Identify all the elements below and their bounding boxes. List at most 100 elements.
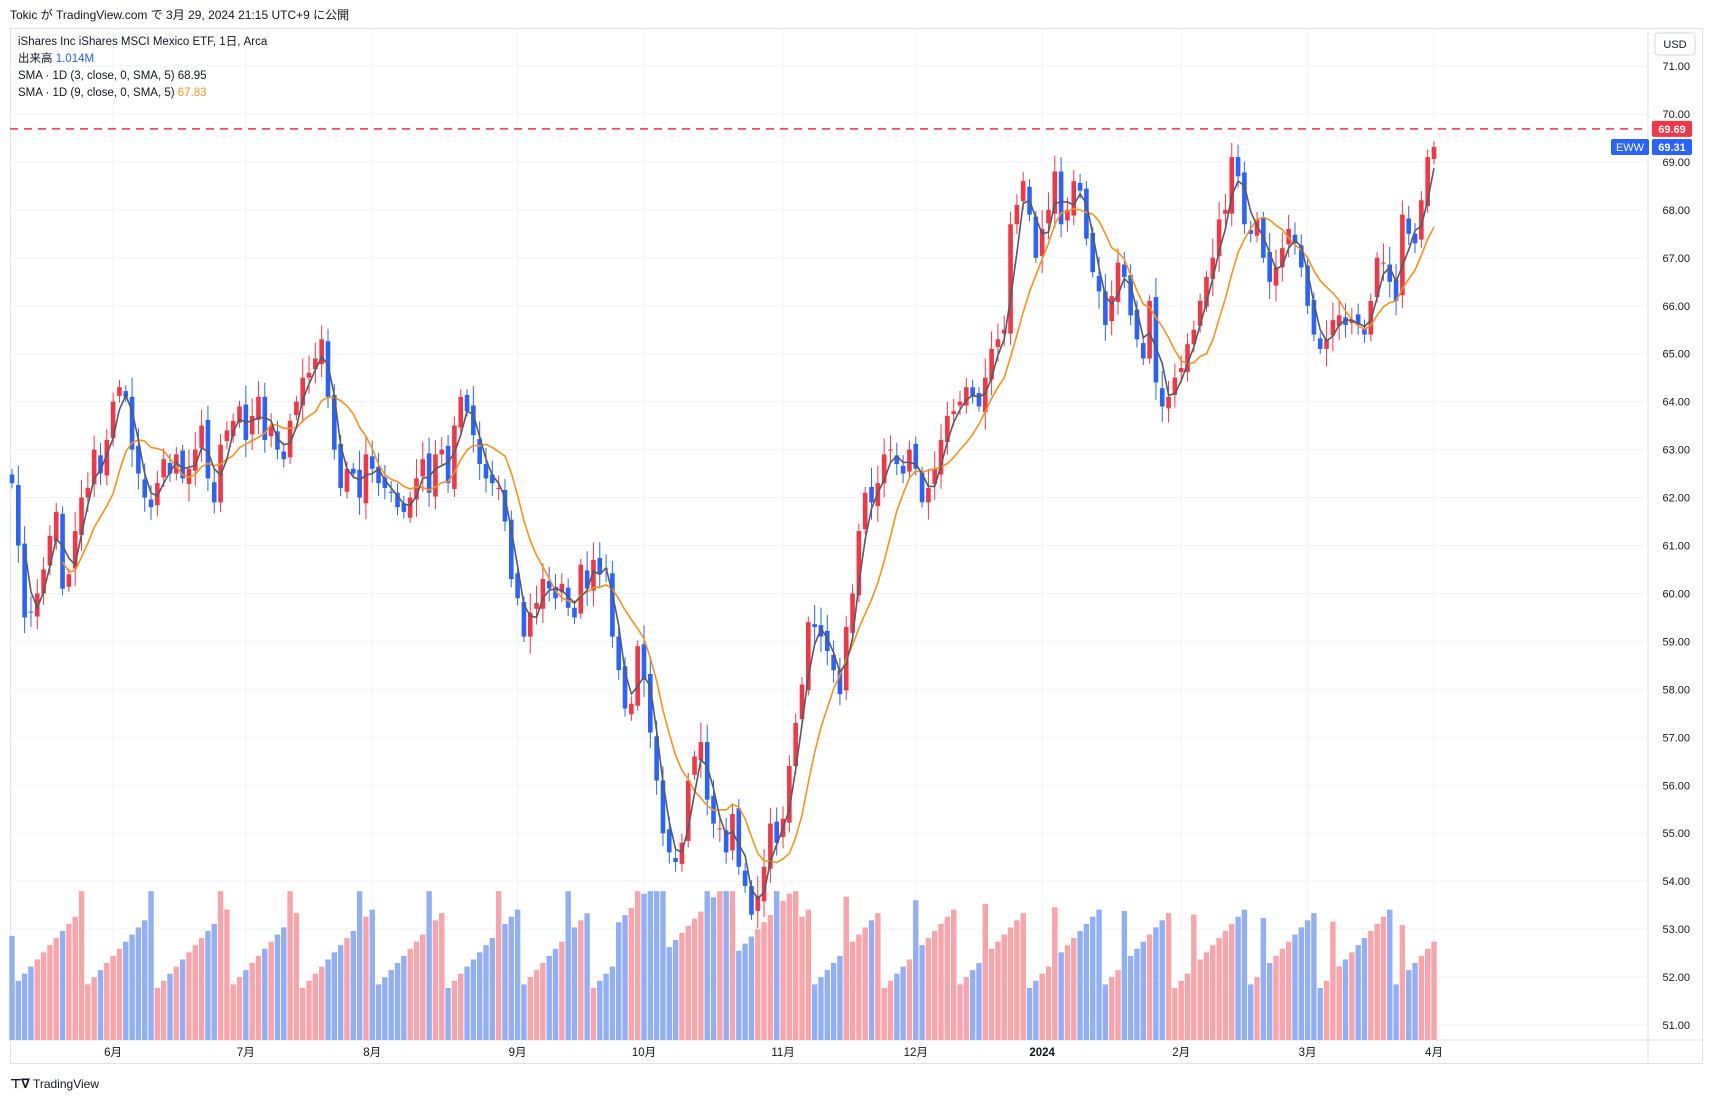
candle-body (458, 396, 464, 428)
candle-body (913, 443, 919, 469)
candle-body (1147, 300, 1152, 359)
volume-bar (1159, 920, 1165, 1040)
volume-bar (799, 916, 805, 1040)
footer-brand[interactable]: TradingView (32, 1077, 99, 1091)
candle-body (300, 377, 306, 406)
volume-bar (1431, 941, 1437, 1040)
candle-body (420, 459, 426, 477)
candle-body (338, 443, 343, 488)
candle-body (445, 445, 451, 484)
volume-bar (1127, 955, 1134, 1040)
volume-bar (1216, 938, 1222, 1040)
candle-body (1419, 200, 1424, 240)
candle-body (1172, 377, 1178, 395)
candle-body (1406, 218, 1412, 234)
volume-bar (1140, 941, 1146, 1040)
ticker-badge (1611, 139, 1649, 156)
volume-bar (672, 940, 679, 1040)
candle-body (471, 405, 476, 436)
legend-sma9-row: SMA · 1D (9, close, 0, SMA, 5) 67.83 (18, 85, 267, 102)
tradingview-logo-icon[interactable]: ⊤∇ (10, 1076, 30, 1091)
volume-bar (584, 913, 590, 1040)
candle-body (1020, 181, 1026, 202)
candle-body (1242, 172, 1247, 225)
high-price-label: 69.69 (1658, 124, 1686, 136)
candle-body (1071, 181, 1077, 216)
candle-body (1197, 300, 1203, 326)
volume-bar (28, 966, 34, 1040)
volume-bar (230, 984, 236, 1040)
candle-body (205, 419, 211, 479)
candle-body (1153, 297, 1159, 383)
volume-bar (995, 941, 1001, 1040)
volume-bar (40, 952, 47, 1040)
volume-bar (578, 920, 584, 1040)
candle-body (629, 703, 634, 715)
candle-body (1267, 252, 1272, 282)
price-tick-label: 62.00 (1662, 493, 1690, 505)
volume-bar (293, 913, 300, 1040)
sma3-label[interactable]: SMA · 1D (3, close, 0, SMA, 5) (18, 70, 175, 82)
volume-bar (1203, 952, 1210, 1040)
candle-body (1210, 257, 1216, 279)
candle-body (414, 478, 419, 500)
candle-body (426, 453, 432, 493)
volume-bar (1418, 955, 1425, 1040)
time-tick-label: 4月 (1425, 1047, 1443, 1059)
volume-bar (66, 923, 72, 1040)
high-price-badge (1652, 120, 1692, 137)
volume-bar (1361, 938, 1368, 1040)
candle-body (837, 670, 843, 695)
candle-body (319, 339, 324, 365)
volume-bar (767, 915, 774, 1040)
candle-body (1122, 264, 1127, 277)
time-tick-label: 12月 (904, 1047, 928, 1059)
candle-body (332, 394, 337, 450)
volume-bar (837, 955, 843, 1040)
volume-bar (1102, 984, 1109, 1040)
price-tick-label: 66.00 (1662, 301, 1690, 313)
published-note: Tokic が TradingView.com で 3月 29, 2024 21… (10, 8, 350, 22)
volume-label[interactable]: 出来高 (18, 53, 53, 65)
volume-bar (110, 955, 116, 1040)
volume-bar (331, 952, 338, 1040)
candle-body (1317, 338, 1323, 349)
candle-body (527, 612, 533, 637)
volume-bar (736, 950, 742, 1040)
candle-body (211, 482, 217, 503)
candle-body (281, 451, 287, 460)
volume-bar (786, 893, 793, 1040)
volume-bar (603, 973, 609, 1040)
candle-body (1280, 248, 1285, 268)
volume-bar (1349, 952, 1355, 1040)
candle-body (1014, 205, 1020, 225)
candle-body (34, 593, 40, 617)
symbol-title[interactable]: iShares Inc iShares MSCI Mexico ETF, 1日,… (18, 36, 268, 48)
volume-bar (1165, 913, 1172, 1040)
volume-bar (597, 980, 603, 1040)
volume-bar (224, 909, 230, 1040)
volume-bar (1355, 945, 1361, 1040)
volume-bar (116, 948, 123, 1040)
sma9-label[interactable]: SMA · 1D (9, close, 0, SMA, 5) (18, 87, 175, 99)
candle-body (60, 513, 65, 589)
volume-bar (1172, 987, 1178, 1040)
volume-bar (1374, 923, 1380, 1040)
candle-body (1191, 329, 1197, 345)
volume-bar (1317, 987, 1323, 1040)
candle-body (1166, 396, 1171, 409)
volume-bar (660, 891, 666, 1040)
candle-body (888, 449, 893, 451)
volume-bar (179, 959, 186, 1040)
volume-bar (356, 891, 363, 1040)
volume-bar (1058, 952, 1064, 1040)
sma3-line (23, 167, 1435, 900)
price-tick-label: 54.00 (1662, 876, 1690, 888)
volume-bar (363, 916, 369, 1040)
candle-body (155, 483, 160, 506)
volume-bar (123, 941, 129, 1040)
candle-body (1001, 329, 1007, 334)
volume-bar (628, 908, 635, 1040)
last-price-label: 69.31 (1658, 142, 1686, 154)
